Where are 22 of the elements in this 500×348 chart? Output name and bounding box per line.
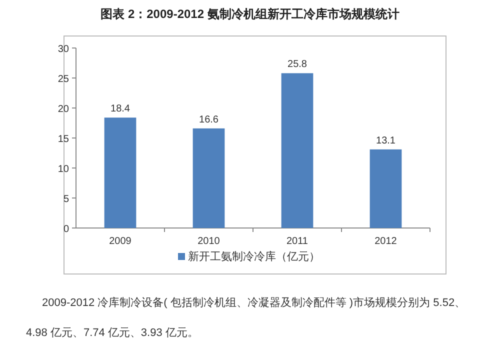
- y-tick-label: 20: [58, 104, 70, 115]
- bar: [192, 128, 225, 228]
- x-tick-label: 2011: [286, 236, 308, 247]
- x-tick-label: 2009: [109, 236, 132, 247]
- legend-label: 新开工氨制冷冷库（亿元）: [188, 250, 320, 263]
- chart-title: 图表 2：2009-2012 氨制冷机组新开工冷库市场规模统计: [100, 6, 400, 23]
- data-label: 18.4: [110, 104, 130, 115]
- y-tick-label: 5: [63, 194, 70, 205]
- bar: [281, 73, 314, 228]
- y-tick-label: 30: [58, 44, 70, 55]
- bar: [370, 149, 402, 228]
- y-tick-label: 25: [58, 74, 70, 85]
- y-tick-label: 10: [58, 164, 70, 175]
- data-label: 13.1: [376, 135, 396, 146]
- bar: [104, 118, 136, 228]
- y-tick-label: 0: [63, 224, 70, 235]
- y-tick-label: 15: [58, 134, 70, 145]
- text: 2009-2012 冷库制冷设备( 包括制冷机组、冷凝器及制冷配件等 )市场规模分别为 5.52、4.98 亿元、7.74 亿元、3.93 亿元。: [26, 297, 466, 339]
- x-tick-label: 2010: [198, 236, 220, 247]
- data-label: 16.6: [199, 114, 219, 126]
- data-label: 25.8: [288, 59, 308, 70]
- x-tick-label: 2012: [374, 236, 398, 247]
